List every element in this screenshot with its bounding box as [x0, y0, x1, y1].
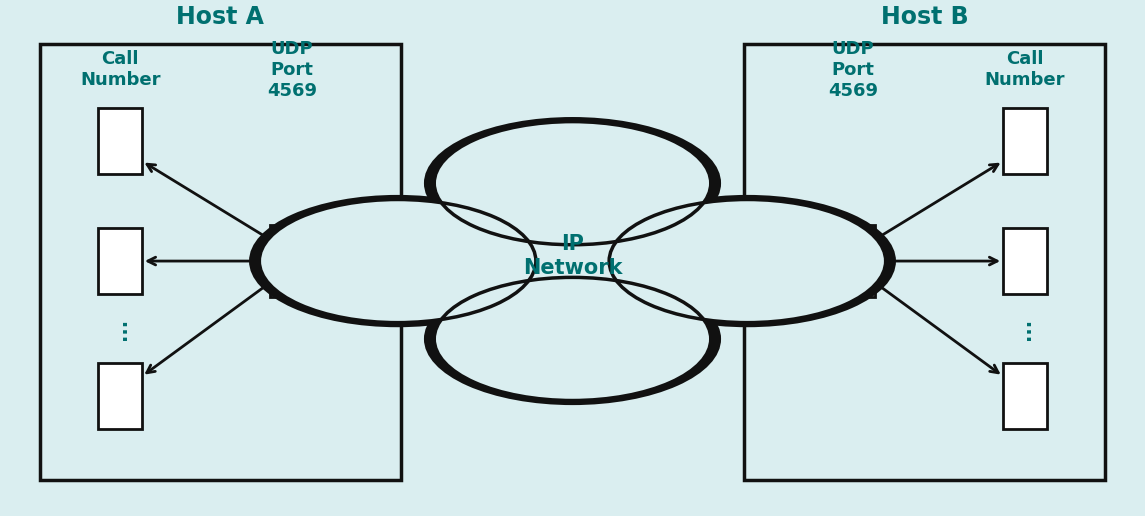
Text: ...: ... — [111, 317, 129, 340]
Text: Call
Number: Call Number — [985, 51, 1065, 89]
Text: ...: ... — [1016, 317, 1034, 340]
Ellipse shape — [390, 180, 755, 342]
Bar — [831, 225, 875, 297]
Ellipse shape — [259, 200, 536, 322]
Bar — [744, 44, 1105, 480]
Text: Host B: Host B — [881, 5, 969, 29]
Text: UDP
Port
4569: UDP Port 4569 — [828, 40, 878, 100]
Ellipse shape — [434, 122, 711, 245]
Bar — [1003, 363, 1047, 429]
Ellipse shape — [434, 278, 711, 400]
Bar — [270, 225, 314, 297]
Ellipse shape — [424, 117, 721, 249]
Text: UDP
Port
4569: UDP Port 4569 — [267, 40, 317, 100]
Bar — [98, 108, 142, 174]
Bar — [40, 44, 401, 480]
Bar — [1003, 228, 1047, 294]
Bar — [98, 228, 142, 294]
Text: Call
Number: Call Number — [80, 51, 160, 89]
Text: IP
Network: IP Network — [523, 234, 622, 278]
Ellipse shape — [401, 185, 744, 337]
Ellipse shape — [609, 200, 886, 322]
Ellipse shape — [599, 195, 897, 327]
Bar — [98, 363, 142, 429]
Bar — [1003, 108, 1047, 174]
Ellipse shape — [424, 273, 721, 405]
Text: Host A: Host A — [176, 5, 264, 29]
Ellipse shape — [250, 195, 546, 327]
